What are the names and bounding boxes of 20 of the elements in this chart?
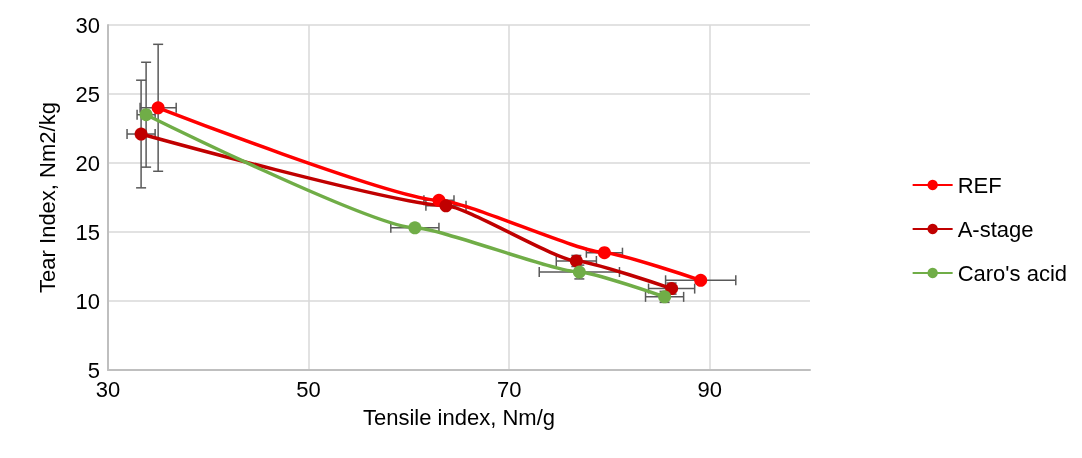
y-tick-label: 20 xyxy=(75,150,100,176)
legend-label: A-stage xyxy=(957,216,1034,242)
point xyxy=(694,273,708,287)
x-tick-label: 90 xyxy=(697,376,722,402)
point xyxy=(597,246,611,260)
legend-label: Caro's acid xyxy=(957,260,1067,286)
point xyxy=(439,199,453,213)
y-tick-label: 25 xyxy=(75,81,100,107)
x-axis-title: Tensile index, Nm/g xyxy=(363,404,555,430)
y-tick-label: 5 xyxy=(87,357,100,383)
point xyxy=(408,221,422,235)
point xyxy=(134,127,148,141)
x-tick-label: 50 xyxy=(296,376,321,402)
x-tick-label: 70 xyxy=(496,376,522,402)
y-tick-label: 10 xyxy=(75,288,100,314)
y-tick-label: 15 xyxy=(75,219,100,245)
y-axis-title: Tear Index, Nm2/kg xyxy=(34,102,60,293)
y-tick-label: 30 xyxy=(75,12,100,38)
point xyxy=(151,101,165,115)
legend-label: REF xyxy=(957,172,1002,198)
